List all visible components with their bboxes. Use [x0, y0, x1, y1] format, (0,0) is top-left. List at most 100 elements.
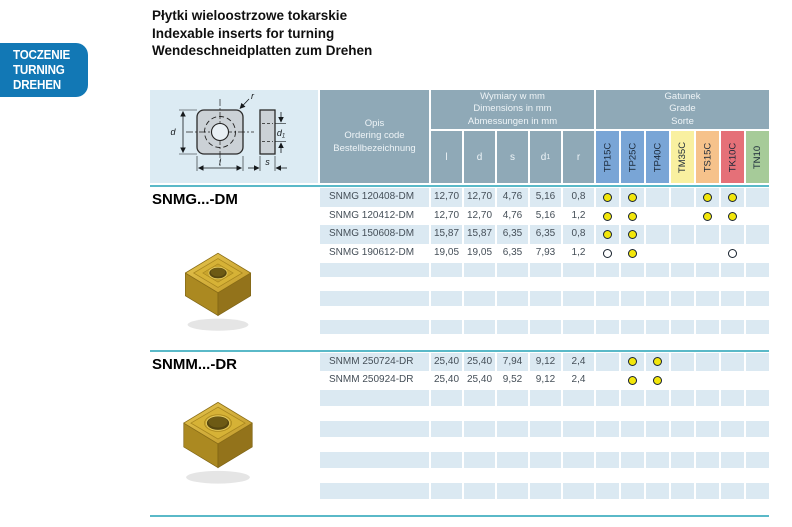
header-grade-col-tm35c: TM35C [671, 131, 694, 183]
dimension-cell [530, 499, 561, 515]
grade-availability-cell [621, 244, 644, 263]
header-dimensions-group: Wymiary w mm Dimensions in mm Abmessunge… [431, 90, 594, 129]
grade-availability-cell [671, 421, 694, 437]
grade-availability-cell [696, 452, 719, 468]
header-opis-de: Bestellbezeichnung [333, 142, 416, 154]
header-dims-pl: Wymiary w mm [480, 90, 545, 102]
grade-availability-cell [746, 437, 769, 453]
badge-line-en: TURNING [13, 63, 65, 77]
grade-availability-cell [596, 437, 619, 453]
grade-availability-cell [746, 452, 769, 468]
dimension-cell [464, 334, 495, 348]
grade-availability-cell [721, 320, 744, 335]
grade-availability-cell [671, 207, 694, 226]
dim-col-label: d [476, 151, 483, 163]
grade-availability-cell [596, 483, 619, 499]
section-title: SNMM...-DR [152, 356, 237, 373]
grade-col-label: TP15C [602, 142, 614, 172]
badge-line-pl: TOCZENIE [13, 48, 71, 62]
dimension-cell [563, 306, 594, 320]
grade-availability-cell [621, 468, 644, 484]
grade-availability-cell [671, 277, 694, 291]
grade-availability-cell [596, 421, 619, 437]
drawing-label-s: s [265, 157, 270, 167]
grade-availability-cell [746, 406, 769, 422]
dimension-cell: 15,87 [431, 225, 462, 245]
dimension-cell [464, 291, 495, 306]
grade-availability-cell [596, 499, 619, 515]
drawing-label-d: d [170, 127, 176, 137]
grade-availability-cell [671, 225, 694, 245]
grade-col-label: TN10 [752, 145, 764, 169]
grade-availability-cell [696, 277, 719, 291]
grade-availability-cell [646, 483, 669, 499]
dimension-cell [530, 262, 561, 278]
table-row-empty [320, 306, 769, 320]
dimension-cell [497, 262, 528, 278]
dimension-cell [431, 306, 462, 320]
dimension-cell [530, 421, 561, 437]
grade-availability-cell [621, 352, 644, 372]
grade-availability-cell [696, 389, 719, 406]
grade-availability-cell [696, 437, 719, 453]
dimension-cell [530, 334, 561, 348]
grade-availability-cell [696, 406, 719, 422]
dimension-cell [563, 452, 594, 468]
grade-availability-cell [721, 389, 744, 406]
availability-dot-icon [653, 357, 662, 367]
table-row-empty [320, 452, 769, 468]
grade-availability-cell [721, 406, 744, 422]
header-dim-col-s: s [497, 131, 528, 183]
grade-availability-cell [746, 483, 769, 499]
dimension-cell [530, 306, 561, 320]
header-dim-col-d: d [464, 131, 495, 183]
dimension-cell [431, 406, 462, 422]
grade-availability-cell [646, 306, 669, 320]
header-dim-col-l: l [431, 131, 462, 183]
grade-availability-cell [746, 262, 769, 278]
dimension-cell [497, 389, 528, 406]
dimension-cell: 7,93 [535, 247, 556, 259]
grade-availability-cell [671, 244, 694, 263]
grade-availability-cell [696, 371, 719, 390]
header-dim-col-r: r [563, 131, 594, 183]
dim-col-label: s [510, 151, 515, 163]
grade-availability-cell [621, 306, 644, 320]
dimension-cell [464, 277, 495, 291]
grade-availability-cell [696, 306, 719, 320]
availability-dot-icon [728, 192, 737, 202]
grade-availability-cell [646, 225, 669, 245]
dimension-cell [497, 334, 528, 348]
grade-availability-cell [746, 188, 769, 207]
grade-availability-cell [596, 306, 619, 320]
insert-photo-snmm [178, 396, 258, 495]
grade-availability-cell [696, 352, 719, 372]
ordering-code-cell: SNMM 250924-DR [329, 374, 414, 386]
dimension-cell: 7,94 [497, 352, 528, 372]
drawing-label-d1: d1 [277, 128, 285, 140]
separator-line-header [150, 185, 769, 188]
grade-col-label: TK10C [727, 142, 739, 172]
grade-availability-cell [646, 389, 669, 406]
availability-dot-open-icon [603, 248, 612, 258]
availability-dot-icon [628, 357, 637, 367]
dimension-cell [563, 483, 594, 499]
dimension-cell [563, 262, 594, 278]
grade-availability-cell [746, 468, 769, 484]
grade-availability-cell [596, 188, 619, 207]
table-row-empty [320, 499, 769, 515]
grade-availability-cell [621, 225, 644, 245]
ordering-code-cell [320, 452, 429, 468]
dimension-cell: 4,76 [497, 188, 528, 207]
header-grade-col-tp40c: TP40C [646, 131, 669, 183]
table-row-empty [320, 277, 769, 291]
header-opis-pl: Opis [364, 117, 385, 129]
dimension-cell [464, 406, 495, 422]
grade-availability-cell [621, 371, 644, 390]
grade-availability-cell [696, 207, 719, 226]
section-title: SNMG...-DM [152, 191, 238, 208]
dimension-cell [431, 452, 462, 468]
grade-availability-cell [621, 421, 644, 437]
grade-availability-cell [621, 389, 644, 406]
